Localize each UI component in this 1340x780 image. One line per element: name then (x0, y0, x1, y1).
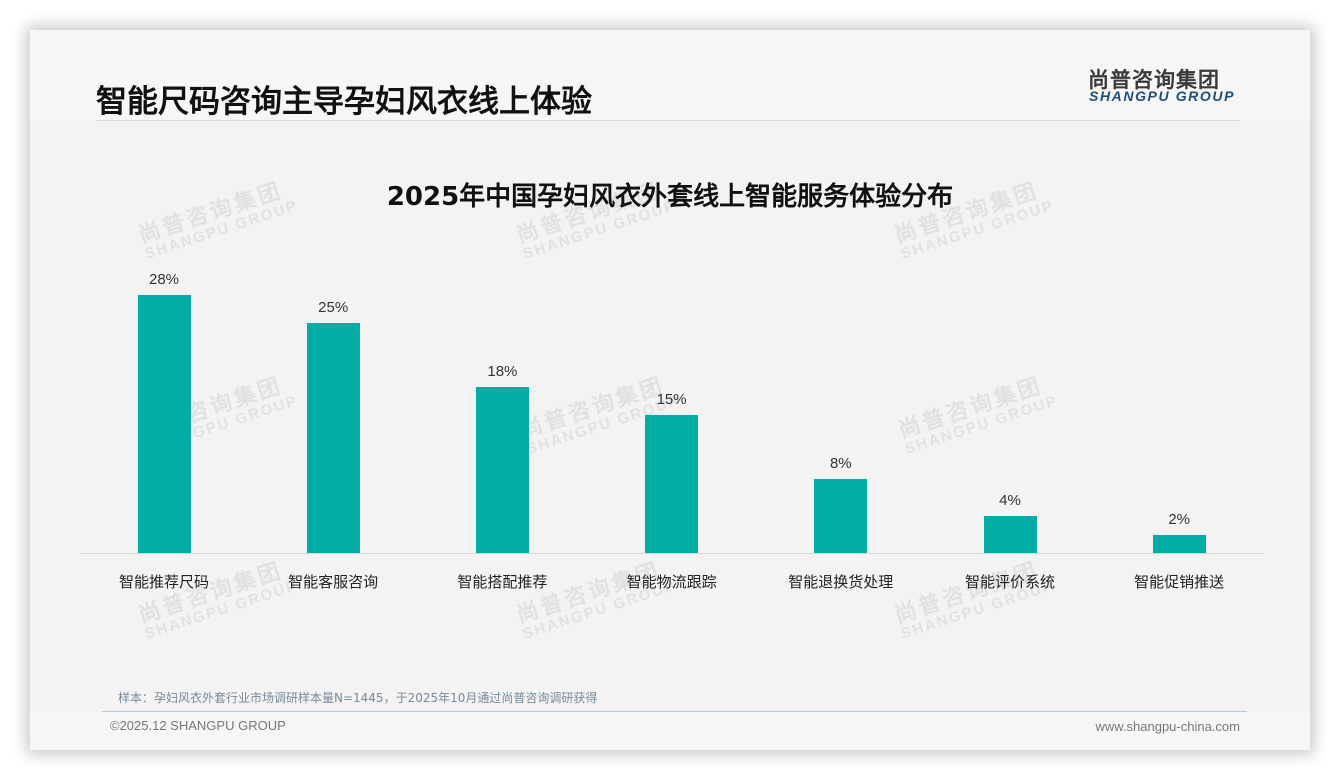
bar-value-label: 28% (148, 271, 180, 288)
bar-value-label: 15% (656, 391, 687, 408)
bar-chart: 28% 智能推荐尺码 25% 智能客服咨询 18% 智能搭配推荐 15% 智能物流跟踪 8% 智能… (80, 260, 1264, 600)
chart-title: 2025年中国孕妇风衣外套线上智能服务体验分布 (386, 182, 954, 212)
bar (1152, 535, 1206, 553)
category-label: 智能评价系统 (964, 573, 1055, 591)
bar-value-label: 4% (999, 492, 1021, 509)
bar-value-label: 2% (1168, 511, 1191, 528)
copyright-text: ©2025.12 SHANGPU GROUP (110, 718, 286, 733)
bar (983, 516, 1037, 553)
sample-footnote: 样本：孕妇风衣外套行业市场调研样本量N=1445，于2025年10月通过尚普咨询… (118, 691, 598, 705)
bar-value-label: 25% (318, 299, 349, 316)
bar (645, 415, 699, 553)
title-divider (96, 120, 1240, 121)
bar (306, 323, 360, 553)
bar (475, 387, 529, 553)
x-axis-baseline (80, 553, 1264, 554)
footer-divider (102, 711, 1247, 712)
category-label: 智能搭配推荐 (457, 573, 548, 591)
category-label: 智能物流跟踪 (626, 573, 717, 591)
category-label: 智能客服咨询 (288, 573, 379, 591)
page-title: 智能尺码咨询主导孕妇风衣线上体验 (96, 84, 592, 120)
category-label: 智能退换货处理 (788, 573, 894, 591)
footer-band (30, 712, 1310, 750)
bar-value-label: 8% (829, 455, 852, 472)
bar-value-label: 18% (487, 363, 518, 380)
category-label: 智能促销推送 (1134, 573, 1225, 591)
bar (137, 295, 191, 553)
category-label: 智能推荐尺码 (118, 573, 209, 591)
company-logo-cn: 尚普咨询集团 (1088, 68, 1220, 92)
header-band (30, 30, 1310, 120)
bar (814, 479, 868, 553)
website-link[interactable]: www.shangpu-china.com (1095, 719, 1240, 734)
report-slide: 智能尺码咨询主导孕妇风衣线上体验 尚普咨询集团 SHANGPU GROUP 尚普… (30, 30, 1310, 750)
company-logo-en: SHANGPU GROUP (1089, 88, 1236, 104)
